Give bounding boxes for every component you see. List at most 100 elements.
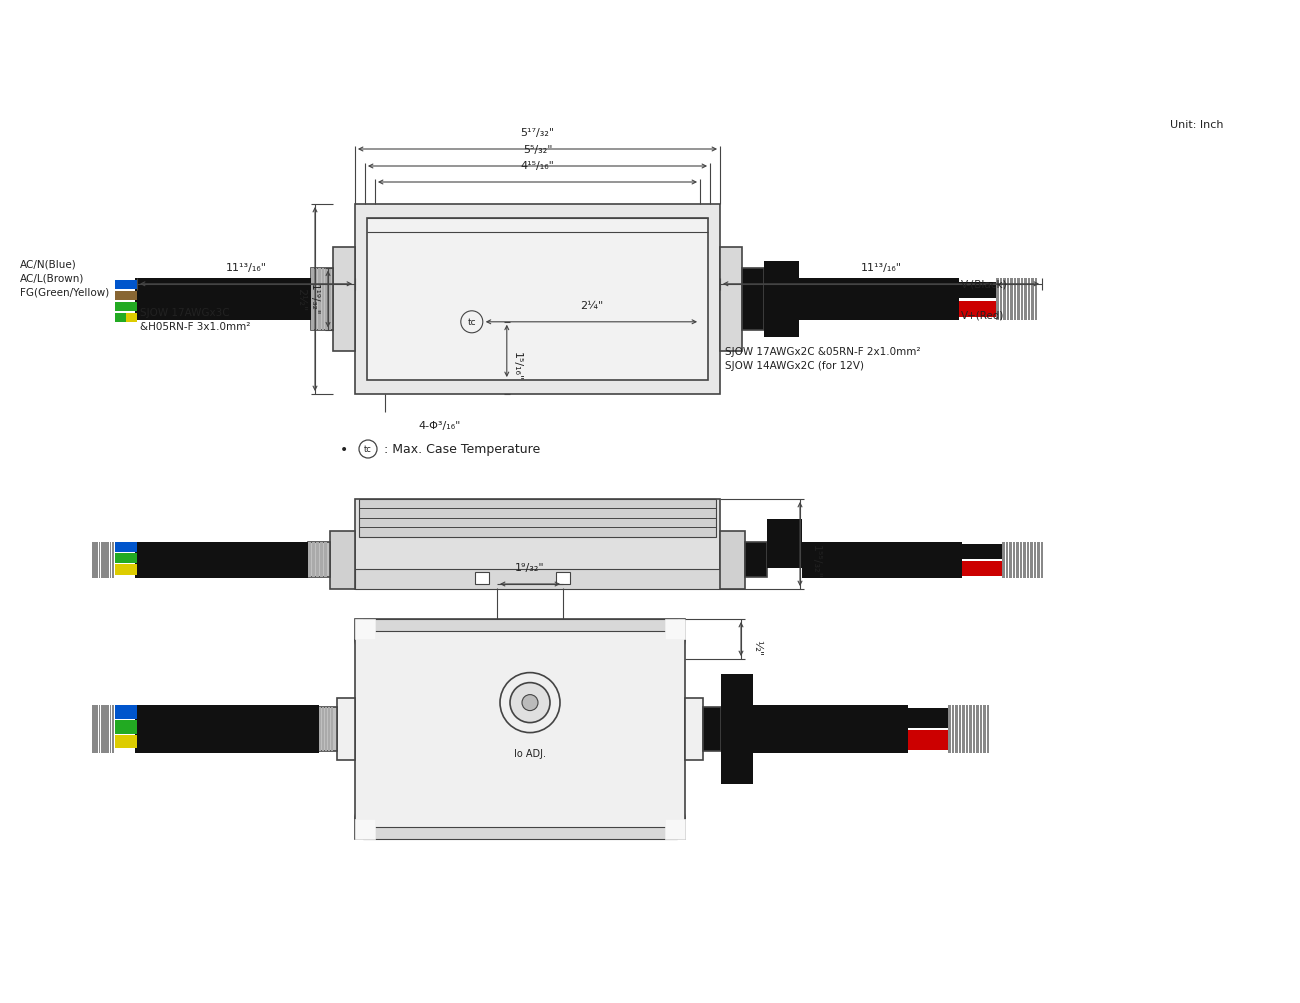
Text: SJOW 17AWGx3C: SJOW 17AWGx3C [140,308,230,318]
Bar [1017,543,1018,578]
Bar [355,620,374,639]
Bar [1030,543,1032,578]
Bar [322,708,324,751]
Bar [1035,279,1037,321]
Bar [962,562,1002,577]
Bar [745,543,767,578]
Text: 2¼": 2¼" [580,301,603,311]
Text: AC/L(Brown): AC/L(Brown) [20,274,84,284]
Bar [979,705,982,753]
Bar [112,705,113,753]
Bar [959,302,997,318]
Bar [767,520,802,569]
Text: 4¹⁵/₁₆": 4¹⁵/₁₆" [520,160,554,171]
Bar [1024,279,1027,321]
Bar [720,531,745,590]
Bar [666,620,685,639]
Bar [96,543,99,578]
Bar [324,543,328,578]
Bar [103,543,105,578]
Bar [325,269,328,331]
Bar [703,708,722,751]
Bar [956,705,958,753]
Bar [996,279,998,321]
Bar [742,269,764,331]
Bar [1004,279,1005,321]
Text: •: • [341,442,348,456]
Bar [105,543,107,578]
Bar [753,705,907,753]
Bar [108,705,109,753]
Bar [318,708,321,751]
Bar [1031,279,1034,321]
Bar [1005,543,1008,578]
Bar [1014,279,1017,321]
Text: : Max. Case Temperature: : Max. Case Temperature [380,443,541,456]
Bar [114,554,136,564]
Bar [94,543,96,578]
Bar [311,269,313,331]
Bar [959,283,997,299]
Bar [329,269,332,331]
Bar [972,705,975,753]
Bar [476,573,489,585]
Bar [1010,279,1013,321]
Bar [114,565,136,575]
Bar [109,705,112,753]
Bar [1027,543,1030,578]
Bar [952,705,954,753]
Bar [1027,279,1030,321]
Bar [359,499,716,538]
Bar [1013,543,1015,578]
Bar [907,708,948,728]
Text: Io ADJ.: Io ADJ. [514,748,546,758]
Bar [114,314,126,323]
Text: &H05RN-F 3x1.0mm²: &H05RN-F 3x1.0mm² [140,322,251,332]
Text: ½": ½" [751,639,762,656]
Text: tc: tc [468,318,476,327]
Bar [1006,279,1009,321]
Bar [337,698,355,760]
Bar [1000,279,1002,321]
Bar [114,543,136,553]
Bar [363,620,677,631]
Text: V-(Black): V-(Black) [961,279,1008,289]
Bar [764,262,800,338]
Text: V+(Red): V+(Red) [961,311,1005,321]
Text: 1¹⁹/₃₂": 1¹⁹/₃₂" [309,284,318,315]
Bar [114,705,136,719]
Bar [92,543,94,578]
Bar [311,269,333,331]
Bar [101,705,103,753]
Bar [108,543,109,578]
Bar [96,705,99,753]
Bar [320,543,322,578]
Text: SJOW 17AWGx2C &05RN-F 2x1.0mm²: SJOW 17AWGx2C &05RN-F 2x1.0mm² [725,347,920,357]
Bar [1034,543,1036,578]
Bar [556,573,569,585]
Bar [135,279,311,321]
Bar [135,543,308,578]
Bar [316,543,318,578]
Text: AC/N(Blue): AC/N(Blue) [20,260,77,270]
Bar [308,543,330,578]
Text: FG(Green/Yellow): FG(Green/Yellow) [20,288,109,298]
Bar [312,543,315,578]
Bar [962,544,1002,559]
Bar [135,705,318,753]
Bar [103,705,105,753]
Bar [114,292,136,301]
Bar [114,720,136,734]
Text: 1⁹/₃₂": 1⁹/₃₂" [515,563,545,573]
Text: 5⁵/₃₂": 5⁵/₃₂" [523,144,552,154]
Bar [983,705,985,753]
Bar [114,735,136,748]
Text: 11¹³/₁₆": 11¹³/₁₆" [861,263,901,273]
Bar [101,543,103,578]
Bar [355,819,374,840]
Bar [333,248,355,352]
Bar [355,620,685,840]
Bar [99,543,100,578]
Bar [94,705,96,753]
Bar [114,303,136,312]
